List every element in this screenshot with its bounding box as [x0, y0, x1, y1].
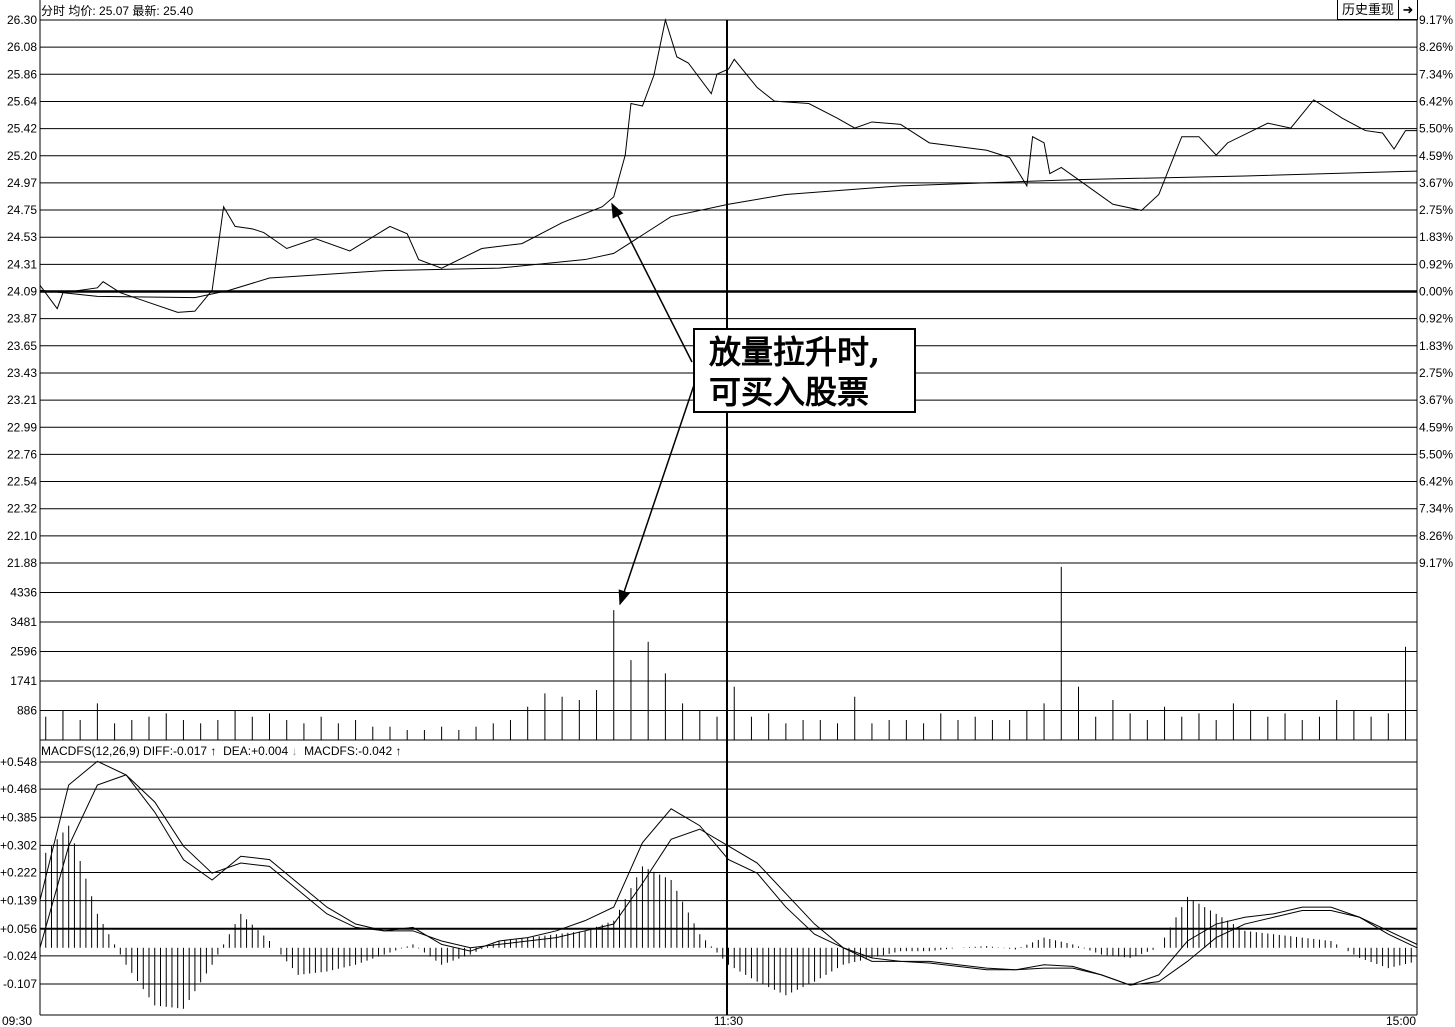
percent-tick-label: 1.83%	[1419, 339, 1453, 353]
time-tick-label: 15:00	[1386, 1014, 1416, 1027]
percent-tick-label: 6.42%	[1419, 94, 1453, 108]
price-tick-label: 23.65	[7, 339, 37, 353]
percent-tick-label: 4.59%	[1419, 420, 1453, 434]
annotation-arrow-volume	[618, 381, 696, 606]
percent-tick-label: 0.92%	[1419, 257, 1453, 271]
macd-tick-label: +0.302	[0, 838, 37, 852]
macd-tick-label: +0.385	[0, 810, 37, 824]
price-tick-label: 22.10	[7, 529, 37, 543]
percent-tick-label: 4.59%	[1419, 149, 1453, 163]
price-tick-label: 22.54	[7, 475, 37, 489]
dea-label: DEA:	[223, 744, 252, 758]
percent-tick-label: 8.26%	[1419, 529, 1453, 543]
percent-tick-label: 1.83%	[1419, 230, 1453, 244]
annotation-line-1: 放量拉升时,	[709, 333, 881, 371]
macd-name: MACDFS(12,26,9)	[41, 744, 140, 758]
macd-tick-label: -0.107	[3, 977, 37, 991]
macd-tick-label: +0.548	[0, 755, 37, 769]
avg-price-value: 25.07	[99, 4, 130, 18]
diff-arrow-icon: ↑	[210, 744, 217, 758]
price-tick-label: 22.76	[7, 447, 37, 461]
price-tick-label: 24.97	[7, 176, 37, 190]
volume-tick-label: 4336	[10, 586, 37, 600]
annotation-arrow-price	[611, 202, 693, 363]
percent-tick-label: 7.34%	[1419, 67, 1453, 81]
percent-tick-label: 0.92%	[1419, 312, 1453, 326]
percent-tick-label: 5.50%	[1419, 447, 1453, 461]
percent-tick-label: 9.17%	[1419, 556, 1453, 570]
volume-tick-label: 2596	[10, 645, 37, 659]
price-tick-label: 24.75	[7, 203, 37, 217]
avg-price-line	[39, 170, 1418, 299]
price-tick-label: 26.30	[7, 13, 37, 27]
price-tick-label: 23.21	[7, 393, 37, 407]
dea-value: +0.004	[251, 744, 289, 758]
macdfs-value: -0.042	[358, 744, 393, 758]
percent-tick-label: 2.75%	[1419, 203, 1453, 217]
dea-arrow-icon: ↓	[291, 744, 298, 758]
price-tick-label: 22.32	[7, 502, 37, 516]
mode-label: 分时	[41, 4, 66, 18]
price-header: 分时 均价: 25.07 最新: 25.40	[41, 2, 193, 19]
macd-tick-label: +0.468	[0, 782, 37, 796]
price-tick-label: 25.20	[7, 149, 37, 163]
percent-tick-label: 9.17%	[1419, 13, 1453, 27]
percent-tick-label: 3.67%	[1419, 176, 1453, 190]
macd-tick-label: -0.024	[3, 949, 37, 963]
macd-header: MACDFS(12,26,9) DIFF:-0.017 ↑ DEA:+0.004…	[41, 744, 402, 758]
price-tick-label: 25.64	[7, 94, 37, 108]
macdfs-arrow-icon: ↑	[395, 744, 402, 758]
macd-tick-label: +0.056	[0, 922, 37, 936]
price-tick-label: 25.42	[7, 122, 37, 136]
price-tick-label: 23.87	[7, 312, 37, 326]
price-tick-label: 24.31	[7, 257, 37, 271]
price-tick-label: 24.09	[7, 285, 37, 299]
volume-tick-label: 886	[17, 704, 37, 718]
price-tick-label: 22.99	[7, 420, 37, 434]
percent-tick-label: 6.42%	[1419, 475, 1453, 489]
price-tick-label: 26.08	[7, 40, 37, 54]
macdfs-label: MACDFS:	[304, 744, 359, 758]
volume-tick-label: 1741	[10, 674, 37, 688]
percent-tick-label: 8.26%	[1419, 40, 1453, 54]
percent-tick-label: 5.50%	[1419, 122, 1453, 136]
percent-tick-label: 2.75%	[1419, 366, 1453, 380]
price-tick-label: 24.53	[7, 230, 37, 244]
last-price-value: 25.40	[163, 4, 194, 18]
annotation-line-2: 可买入股票	[709, 373, 870, 411]
percent-tick-label: 7.34%	[1419, 502, 1453, 516]
price-tick-label: 25.86	[7, 67, 37, 81]
avg-price-label: 均价:	[68, 4, 96, 18]
diff-value: -0.017	[173, 744, 208, 758]
history-replay-button[interactable]: 历史重现	[1337, 0, 1399, 20]
diff-label: DIFF:	[143, 744, 174, 758]
time-tick-label: 09:30	[2, 1014, 32, 1027]
price-tick-label: 23.43	[7, 366, 37, 380]
price-tick-label: 21.88	[7, 556, 37, 570]
annotation-box: 放量拉升时, 可买入股票	[693, 328, 916, 413]
macd-tick-label: +0.139	[0, 894, 37, 908]
time-tick-label: 11:30	[714, 1014, 743, 1027]
dea-line	[39, 774, 1418, 986]
diff-line	[39, 760, 1418, 986]
percent-tick-label: 3.67%	[1419, 393, 1453, 407]
percent-tick-label: 0.00%	[1419, 285, 1453, 299]
last-price-label: 最新:	[132, 4, 160, 18]
price-line	[39, 18, 1417, 313]
arrow-right-to-bar-icon[interactable]: ➜	[1398, 0, 1418, 20]
volume-tick-label: 3481	[10, 615, 37, 629]
macd-tick-label: +0.222	[0, 866, 37, 880]
